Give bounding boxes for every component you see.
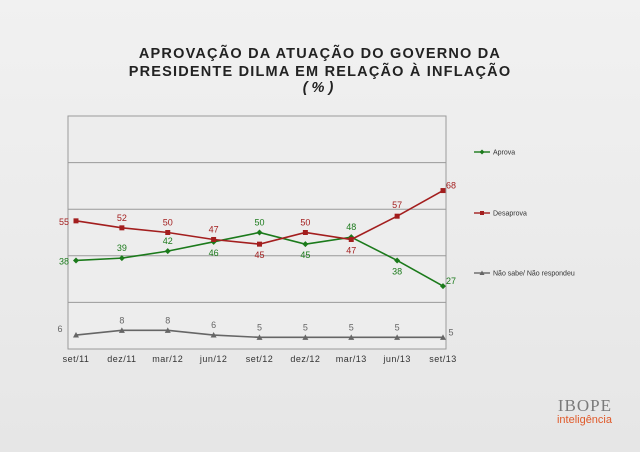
x-tick-label: mar/13 [336, 354, 367, 364]
data-label: 5 [257, 322, 262, 332]
data-label: 50 [163, 218, 173, 228]
data-label: 5 [349, 322, 354, 332]
data-label: 45 [300, 250, 310, 260]
data-label: 27 [446, 276, 456, 286]
data-point [164, 248, 171, 255]
data-point [348, 236, 354, 242]
x-tick-label: set/13 [429, 354, 457, 364]
x-tick-label: jun/12 [199, 354, 228, 364]
data-label: 55 [59, 217, 69, 227]
data-label: 6 [57, 324, 62, 334]
data-point [73, 218, 79, 224]
logo-subtitle: inteligência [556, 414, 612, 426]
x-tick-label: mar/12 [152, 354, 183, 364]
data-label: 48 [346, 222, 356, 232]
x-tick-label: set/12 [246, 354, 274, 364]
data-label: 57 [392, 200, 402, 210]
legend-label: Desaprova [493, 211, 527, 218]
data-point [394, 257, 401, 264]
data-label: 47 [346, 245, 356, 255]
data-label: 5 [303, 322, 308, 332]
data-point [302, 241, 309, 248]
chart-title-unit: (%) [302, 80, 338, 96]
data-label: 45 [254, 250, 264, 260]
series-n-o-sabe-n-o-respondeu: 6 8 8 6 5 5 5 5 5 [57, 315, 454, 340]
data-point [302, 230, 308, 235]
data-label: 8 [165, 315, 170, 325]
data-label: 50 [254, 218, 264, 228]
data-point [257, 241, 262, 247]
data-point [73, 332, 79, 338]
data-label: 39 [117, 243, 127, 253]
logo-wordmark: IBOPE [557, 396, 612, 415]
legend-marker [479, 270, 485, 275]
data-label: 5 [448, 327, 453, 337]
data-point [73, 257, 79, 264]
data-point [256, 334, 263, 340]
chart-title-line-2: PRESIDENTE DILMA EM RELAÇÃO À INFLAÇÃO [128, 64, 512, 80]
x-tick-label: dez/11 [107, 354, 136, 364]
data-point [440, 283, 446, 290]
data-point [210, 332, 217, 338]
ibope-logo: IBOPE inteligência [557, 397, 612, 426]
data-point [440, 334, 446, 340]
series-aprova: 38 39 42 46 50 45 48 38 27 [59, 218, 456, 290]
legend-label: Não sabe/ Não respondeu [493, 271, 575, 278]
legend-marker [479, 149, 485, 155]
data-label: 46 [209, 248, 219, 258]
data-point [348, 334, 355, 340]
data-label: 8 [119, 315, 124, 325]
series-desaprova: 55 52 50 47 45 50 47 57 68 [59, 181, 456, 261]
data-label: 68 [446, 181, 456, 191]
data-label: 47 [209, 224, 219, 234]
data-point [211, 236, 217, 242]
data-label: 42 [163, 236, 173, 246]
data-point [118, 327, 125, 333]
x-tick-label: dez/12 [290, 354, 320, 364]
data-label: 52 [117, 213, 127, 223]
data-point [256, 229, 263, 236]
data-label: 5 [395, 322, 400, 332]
data-label: 50 [300, 218, 310, 228]
data-point [394, 334, 401, 340]
chart-title-line-1: APROVAÇÃO DA ATUAÇÃO DO GOVERNO DA [138, 46, 502, 62]
data-point [119, 225, 125, 231]
x-tick-label: set/11 [63, 354, 90, 364]
data-label: 6 [211, 320, 216, 330]
legend-marker [480, 211, 484, 215]
data-point [118, 255, 125, 262]
data-label: 38 [59, 256, 69, 266]
data-point [165, 230, 171, 235]
data-point [394, 213, 400, 219]
x-tick-label: jun/13 [382, 354, 411, 364]
legend-label: Aprova [493, 150, 515, 157]
data-point [164, 327, 171, 333]
data-point [302, 334, 309, 340]
data-label: 38 [392, 266, 402, 276]
data-point [440, 188, 446, 194]
